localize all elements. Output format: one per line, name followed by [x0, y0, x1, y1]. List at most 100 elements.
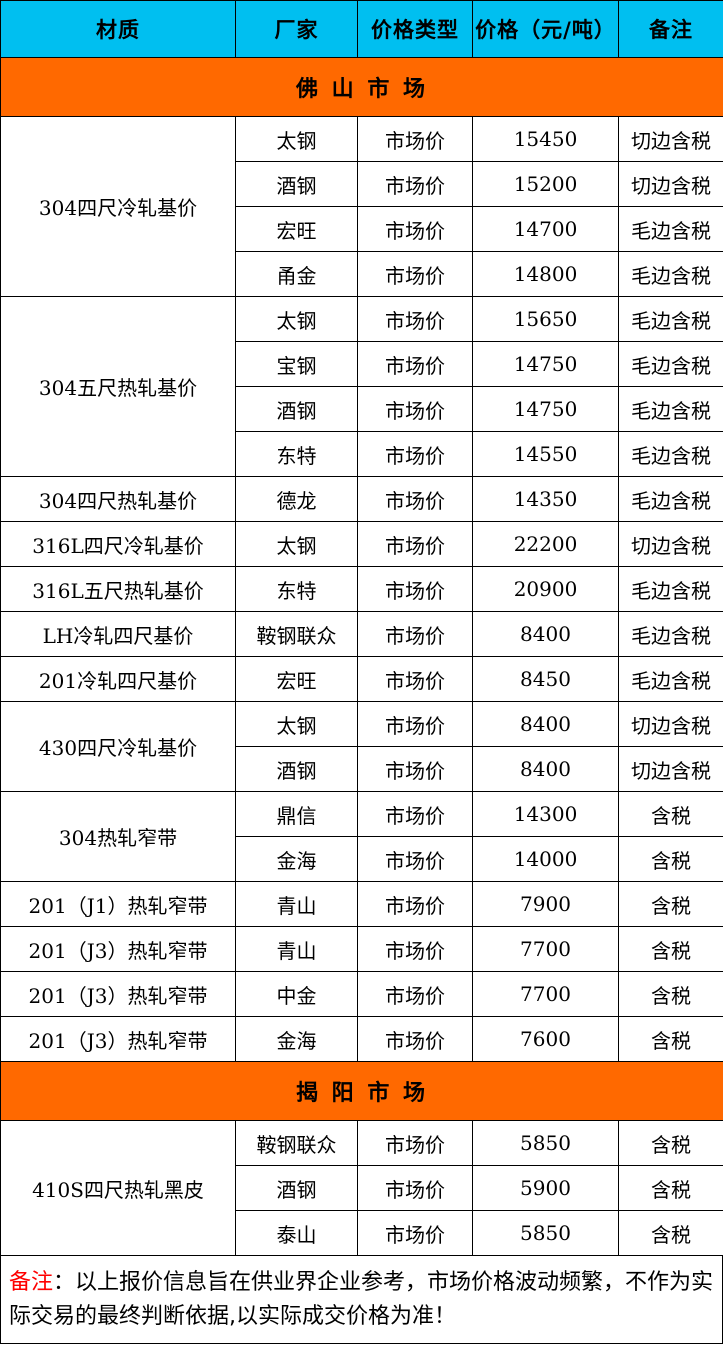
footer-note-label: 备注	[9, 1270, 54, 1295]
manufacturer-cell: 东特	[235, 431, 358, 477]
price-type-cell: 市场价	[357, 161, 473, 207]
price-cell: 14750	[472, 341, 619, 387]
price-type-cell: 市场价	[357, 521, 473, 567]
section-row: 揭 阳 市 场	[0, 1061, 723, 1121]
remark-cell: 毛边含税	[618, 566, 723, 612]
remark-cell: 含税	[618, 1210, 723, 1256]
remark-cell: 切边含税	[618, 161, 723, 207]
price-type-cell: 市场价	[357, 1120, 473, 1166]
price-cell: 14800	[472, 251, 619, 297]
price-type-cell: 市场价	[357, 701, 473, 747]
table-row: 201（J3）热轧窄带 金海 市场价 7600 含税	[0, 1016, 723, 1062]
table-row: 201（J3）热轧窄带 中金 市场价 7700 含税	[0, 971, 723, 1017]
material-cell: 201（J1）热轧窄带	[0, 881, 236, 927]
material-cell: 304四尺冷轧基价	[0, 116, 236, 297]
manufacturer-cell: 酒钢	[235, 161, 358, 207]
price-type-cell: 市场价	[357, 1165, 473, 1211]
remark-cell: 含税	[618, 1165, 723, 1211]
price-type-cell: 市场价	[357, 296, 473, 342]
table-row: LH冷轧四尺基价 鞍钢联众 市场价 8400 毛边含税	[0, 611, 723, 657]
price-cell: 5900	[472, 1165, 619, 1211]
price-cell: 14350	[472, 476, 619, 522]
manufacturer-cell: 宏旺	[235, 656, 358, 702]
manufacturer-cell: 酒钢	[235, 746, 358, 792]
remark-cell: 切边含税	[618, 116, 723, 162]
material-cell: 304热轧窄带	[0, 791, 236, 882]
price-cell: 14300	[472, 791, 619, 837]
material-cell: 304五尺热轧基价	[0, 296, 236, 477]
remark-cell: 毛边含税	[618, 431, 723, 477]
remark-cell: 毛边含税	[618, 296, 723, 342]
table-row: 201（J3）热轧窄带 青山 市场价 7700 含税	[0, 926, 723, 972]
price-type-cell: 市场价	[357, 926, 473, 972]
table-row: 酒钢 市场价 15200 切边含税	[1, 161, 723, 207]
table-body: 佛 山 市 场 304四尺冷轧基价 太钢 市场价 15450 切边含税 酒钢 市场价 15200…	[0, 57, 723, 1256]
price-type-cell: 市场价	[357, 791, 473, 837]
manufacturer-cell: 泰山	[235, 1210, 358, 1256]
price-table: 材质 厂家 价格类型 价格（元/吨） 备注 佛 山 市 场 304四尺冷轧基价 太钢…	[0, 0, 723, 1256]
manufacturer-cell: 金海	[235, 1016, 358, 1062]
manufacturer-cell: 青山	[235, 926, 358, 972]
price-cell: 7600	[472, 1016, 619, 1062]
manufacturer-cell: 鞍钢联众	[235, 1120, 358, 1166]
manufacturer-cell: 酒钢	[235, 386, 358, 432]
remark-cell: 切边含税	[618, 701, 723, 747]
material-cell: 201（J3）热轧窄带	[0, 1016, 236, 1062]
table-row: 410S四尺热轧黑皮 鞍钢联众 市场价 5850 含税	[0, 1120, 723, 1256]
price-cell: 8400	[472, 746, 619, 792]
manufacturer-cell: 中金	[235, 971, 358, 1017]
material-cell: 430四尺冷轧基价	[0, 701, 236, 792]
manufacturer-cell: 金海	[235, 836, 358, 882]
manufacturer-cell: 太钢	[235, 521, 358, 567]
price-cell: 15650	[472, 296, 619, 342]
manufacturer-cell: 甬金	[235, 251, 358, 297]
price-type-cell: 市场价	[357, 431, 473, 477]
price-type-cell: 市场价	[357, 611, 473, 657]
price-cell: 7700	[472, 971, 619, 1017]
manufacturer-cell: 宝钢	[235, 341, 358, 387]
table-row: 201冷轧四尺基价 宏旺 市场价 8450 毛边含税	[0, 656, 723, 702]
price-type-cell: 市场价	[357, 746, 473, 792]
table-row: 宏旺 市场价 14700 毛边含税	[1, 206, 723, 252]
table-row: 酒钢 市场价 8400 切边含税	[1, 746, 723, 792]
price-cell: 15450	[472, 116, 619, 162]
price-cell: 8400	[472, 701, 619, 747]
col-header-price: 价格（元/吨）	[472, 0, 619, 58]
manufacturer-cell: 太钢	[235, 296, 358, 342]
price-type-cell: 市场价	[357, 206, 473, 252]
remark-cell: 毛边含税	[618, 341, 723, 387]
table-row: 金海 市场价 14000 含税	[1, 836, 723, 882]
material-cell: 410S四尺热轧黑皮	[0, 1120, 236, 1256]
remark-cell: 含税	[618, 881, 723, 927]
section-title: 佛 山 市 场	[0, 57, 723, 117]
price-cell: 22200	[472, 521, 619, 567]
price-cell: 15200	[472, 161, 619, 207]
remark-cell: 含税	[618, 836, 723, 882]
price-cell: 14700	[472, 206, 619, 252]
remark-cell: 含税	[618, 1016, 723, 1062]
manufacturer-cell: 太钢	[235, 116, 358, 162]
remark-cell: 切边含税	[618, 746, 723, 792]
header-row: 材质 厂家 价格类型 价格（元/吨） 备注	[0, 0, 723, 58]
manufacturer-cell: 鼎信	[235, 791, 358, 837]
table-row: 东特 市场价 14550 毛边含税	[1, 431, 723, 477]
remark-cell: 毛边含税	[618, 251, 723, 297]
price-type-cell: 市场价	[357, 341, 473, 387]
col-header-material: 材质	[0, 0, 236, 58]
table-row: 泰山 市场价 5850 含税	[1, 1210, 723, 1256]
manufacturer-cell: 青山	[235, 881, 358, 927]
price-cell: 7900	[472, 881, 619, 927]
price-type-cell: 市场价	[357, 656, 473, 702]
price-cell: 7700	[472, 926, 619, 972]
price-type-cell: 市场价	[357, 1210, 473, 1256]
table-row: 酒钢 市场价 14750 毛边含税	[1, 386, 723, 432]
material-cell: 304四尺热轧基价	[0, 476, 236, 522]
section-title: 揭 阳 市 场	[0, 1061, 723, 1121]
section-row: 佛 山 市 场	[0, 57, 723, 117]
manufacturer-cell: 酒钢	[235, 1165, 358, 1211]
table-row: 316L四尺冷轧基价 太钢 市场价 22200 切边含税	[0, 521, 723, 567]
remark-cell: 毛边含税	[618, 611, 723, 657]
price-cell: 14750	[472, 386, 619, 432]
footer-note-text: ：以上报价信息旨在供业界企业参考，市场价格波动频繁，不作为实际交易的最终判断依据…	[9, 1270, 714, 1330]
